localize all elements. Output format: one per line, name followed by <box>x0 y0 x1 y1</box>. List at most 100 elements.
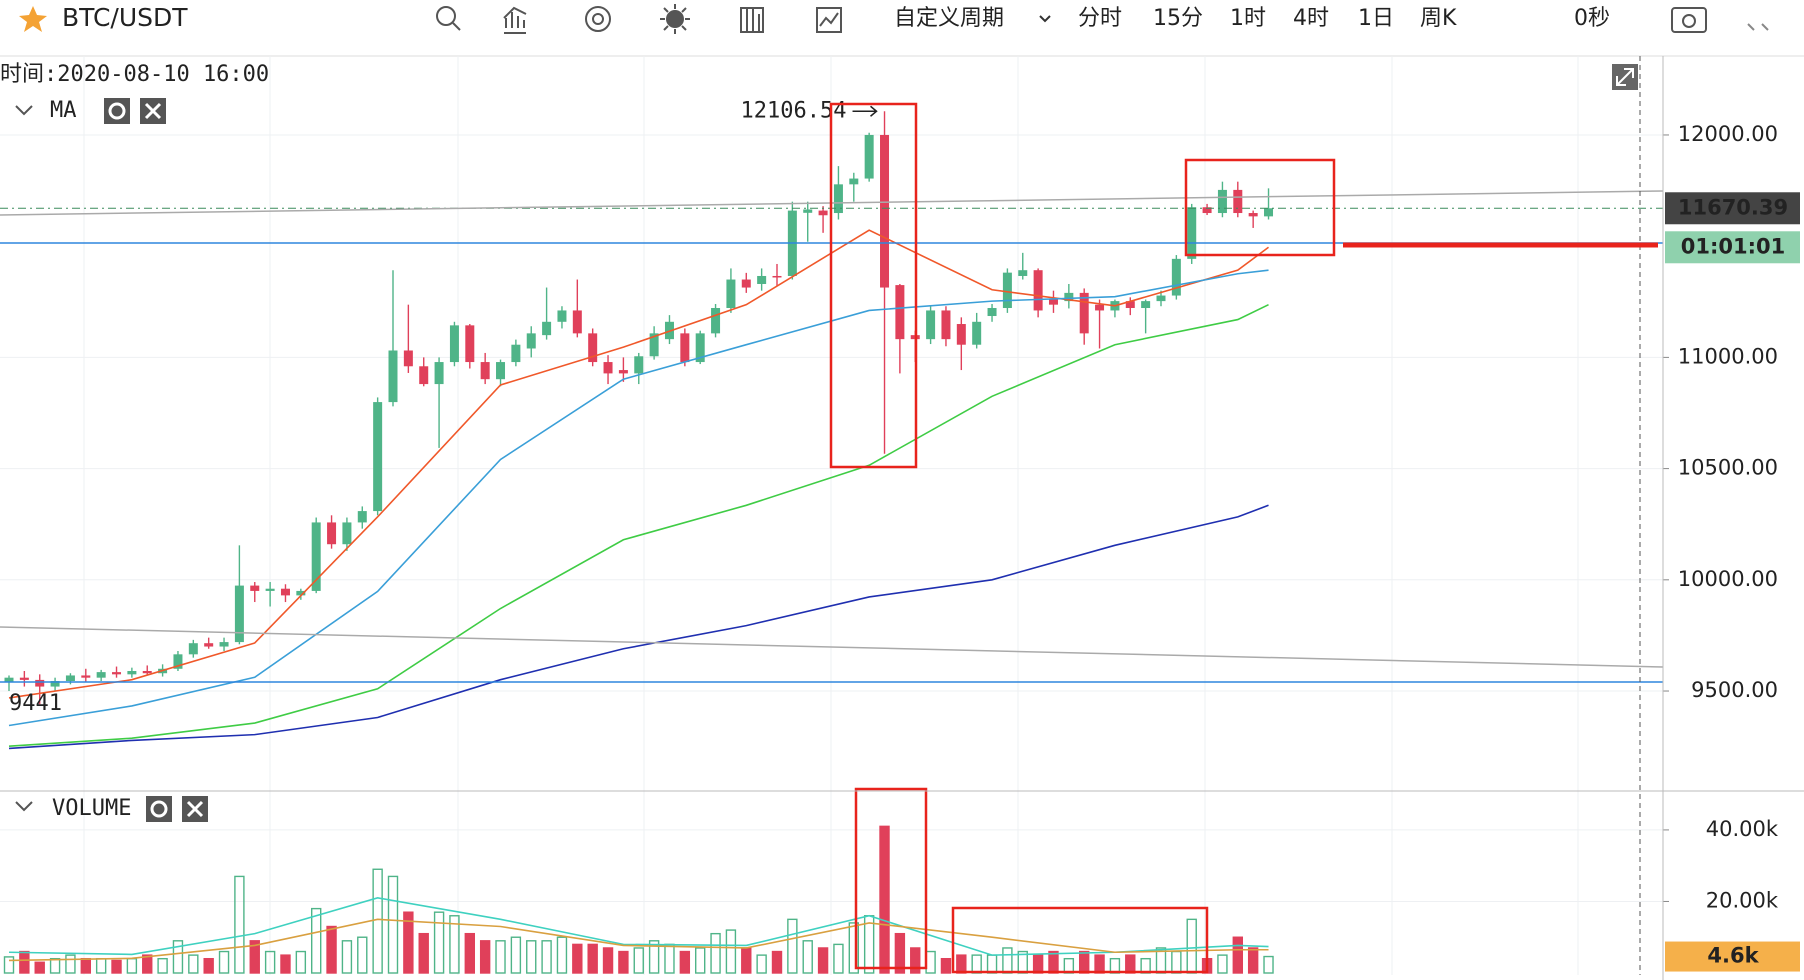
candle-body <box>1187 207 1197 259</box>
ma-line <box>8 269 1269 727</box>
candle-body <box>357 511 367 523</box>
volume-bar <box>618 950 629 974</box>
gear-glyph <box>150 800 168 818</box>
candle-body <box>726 279 736 309</box>
candle-body <box>695 333 705 363</box>
y-tick-label: 12000.00 <box>1678 122 1778 146</box>
volume-bar <box>264 950 276 974</box>
candle-body <box>1064 292 1074 302</box>
candle-body <box>265 588 275 591</box>
volume-bar <box>1002 947 1013 974</box>
period-button[interactable]: 分时 <box>1078 6 1122 31</box>
candle-body <box>864 134 874 179</box>
ma-line <box>8 229 1269 699</box>
volume-bar <box>34 961 45 974</box>
volume-bar <box>572 943 583 974</box>
candle-body <box>127 671 137 675</box>
settings-icon[interactable] <box>585 6 611 32</box>
volume-bar <box>280 954 291 974</box>
timer: 0秒 <box>1574 6 1610 31</box>
volume-bar <box>956 954 967 974</box>
volume-bar <box>556 936 568 974</box>
candle-body <box>680 333 690 363</box>
symbol[interactable]: BTC/USDT <box>62 3 188 32</box>
period-button[interactable]: 4时 <box>1293 6 1329 31</box>
y-tick-label: 10000.00 <box>1678 567 1778 591</box>
period-button[interactable]: 1日 <box>1358 6 1394 31</box>
ma-line <box>8 504 1269 750</box>
volume-bar <box>49 957 61 974</box>
gear-button[interactable] <box>104 98 130 124</box>
candle-body <box>403 350 413 367</box>
y-tick-label: 40.00k <box>1706 817 1779 841</box>
candle-body <box>511 344 521 363</box>
layout-icon[interactable] <box>740 7 764 33</box>
candle-body <box>204 643 214 647</box>
volume-bar <box>633 947 644 974</box>
candle-body <box>219 642 229 647</box>
last-price-label: 11670.39 <box>1678 195 1788 219</box>
toolbar: BTC/USDT 自定义周期 分时 15分 1时 4时 1日 周K 0秒 <box>0 3 1804 57</box>
candle-body <box>588 333 598 363</box>
candle-body <box>711 308 721 334</box>
indicator-label: VOLUME <box>52 796 131 821</box>
period-button[interactable]: 自定义周期 <box>894 6 1004 31</box>
candle-body <box>741 279 751 288</box>
candle-body <box>895 285 905 340</box>
y-tick-label: 11000.00 <box>1678 344 1778 368</box>
volume-bar <box>403 911 414 974</box>
favorite-star[interactable] <box>19 6 47 32</box>
candle-body <box>1141 301 1151 309</box>
theme-icon[interactable] <box>660 4 690 34</box>
volume-bar <box>1263 955 1274 974</box>
volume-bar <box>1232 936 1244 974</box>
volume-bar <box>387 875 399 974</box>
candle-body <box>250 585 260 591</box>
high-label: 12106.54 <box>741 98 847 123</box>
collapse-icon[interactable] <box>15 105 33 116</box>
indicator-icon[interactable] <box>503 6 527 34</box>
period-button[interactable]: 周K <box>1420 6 1457 31</box>
candle-body <box>803 209 813 213</box>
fullscreen-icon[interactable] <box>1747 23 1769 31</box>
candle-body <box>496 362 506 380</box>
volume-bar <box>710 932 721 974</box>
candle-body <box>634 356 644 374</box>
volume-bar <box>295 950 307 974</box>
candle-body <box>818 210 828 216</box>
candle-body <box>772 275 782 278</box>
volume-bar <box>1171 950 1182 974</box>
volume-bar <box>311 907 322 974</box>
collapse-icon[interactable] <box>15 801 33 812</box>
candle-body <box>419 366 429 385</box>
volume-bar <box>602 947 614 974</box>
candle-body <box>1233 189 1243 214</box>
candle-body <box>96 672 106 678</box>
candle-body <box>342 522 352 545</box>
candle-body <box>572 310 582 334</box>
volume-bar <box>648 940 660 974</box>
camera-icon[interactable] <box>1671 7 1707 33</box>
search-icon[interactable] <box>436 6 461 31</box>
volume-bar <box>802 940 813 974</box>
volume-bar <box>1186 918 1197 974</box>
chart-icon[interactable] <box>816 7 842 33</box>
trend-line <box>0 626 1664 668</box>
volume-bar <box>971 954 982 974</box>
candle-body <box>434 362 444 385</box>
candle-body <box>526 333 536 349</box>
gear-glyph <box>108 102 126 120</box>
period-button[interactable]: 1时 <box>1230 6 1266 31</box>
gear-button[interactable] <box>146 796 172 822</box>
volume-bar <box>433 911 445 974</box>
volume-bar <box>3 956 15 974</box>
candle-body <box>50 681 60 687</box>
volume-bar <box>172 940 184 974</box>
volume-bar <box>1078 950 1090 974</box>
volume-bar <box>142 954 153 974</box>
y-tick-label: 20.00k <box>1706 888 1779 912</box>
expand-button[interactable] <box>1612 64 1638 90</box>
period-button[interactable]: 15分 <box>1153 6 1203 31</box>
candle-body <box>1248 213 1258 217</box>
